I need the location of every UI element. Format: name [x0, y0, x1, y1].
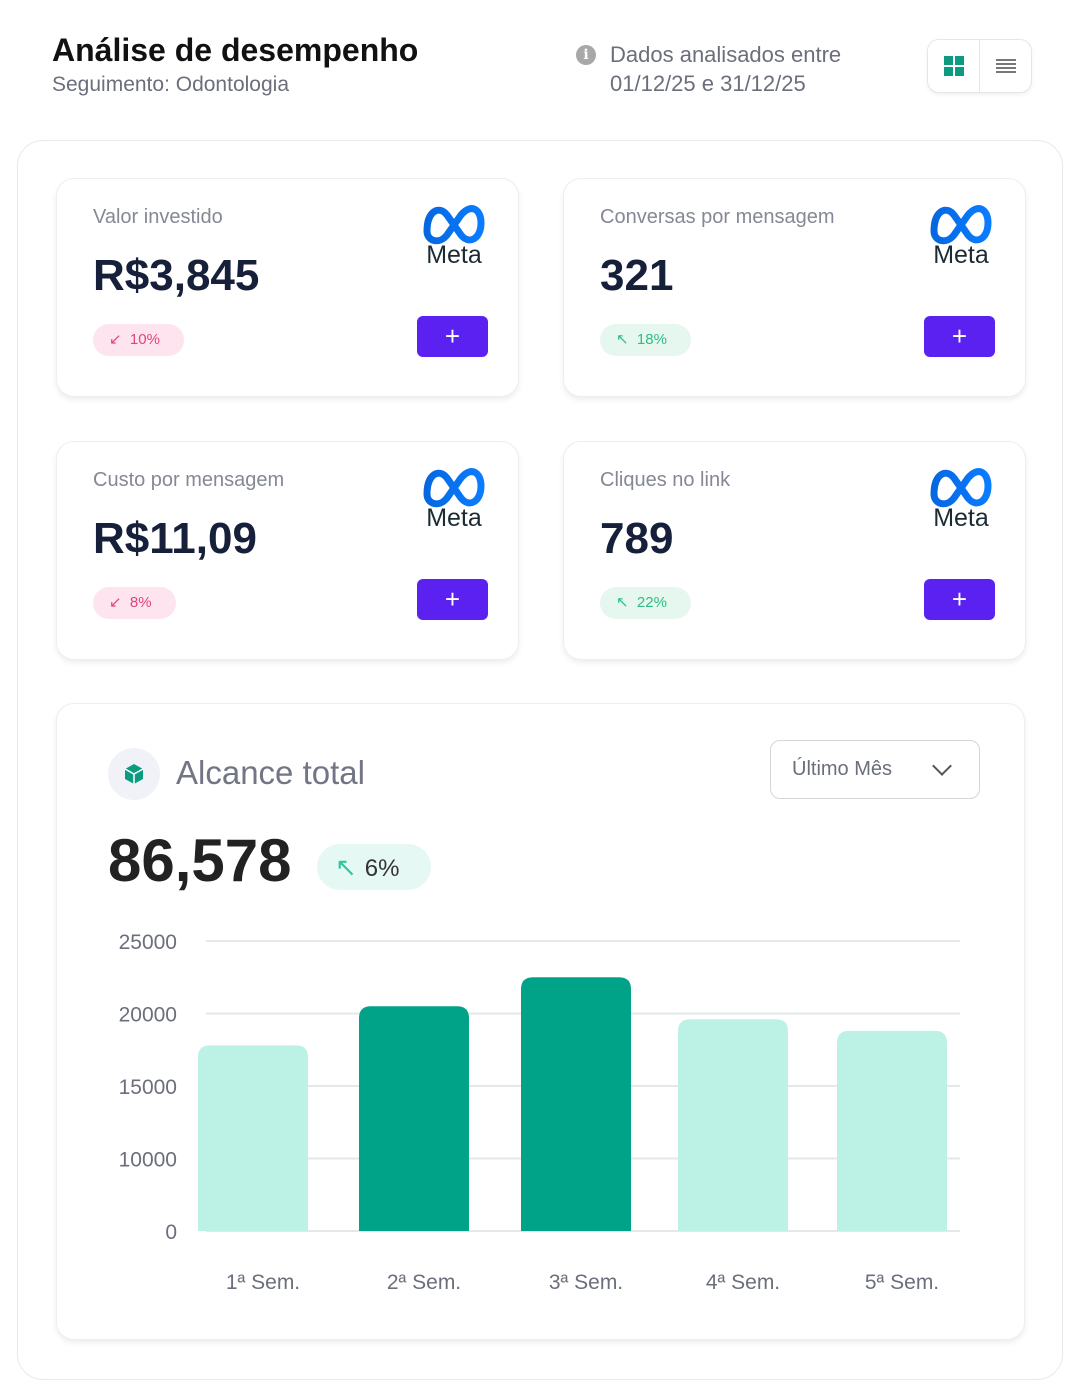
meta-logo: Meta — [420, 464, 488, 533]
y-tick-label: 15000 — [119, 1076, 177, 1099]
change-badge: ↙ 8% — [93, 587, 176, 619]
reach-change-badge: ↖ 6% — [317, 844, 431, 890]
bar[interactable] — [521, 977, 631, 1231]
meta-wordmark: Meta — [426, 504, 482, 532]
metric-value: R$3,845 — [93, 251, 260, 300]
period-select-value: Último Mês — [792, 758, 893, 780]
y-tick-label: 20000 — [119, 1004, 177, 1027]
metric-card: Cliques no link 789 ↖ 22% Meta + — [563, 441, 1026, 660]
y-tick-label: 0 — [165, 1221, 177, 1244]
change-value: 18% — [636, 331, 667, 348]
arrow-up-left-icon: ↖ — [616, 594, 629, 611]
metric-card: Custo por mensagem R$11,09 ↙ 8% Meta + — [56, 441, 519, 660]
period-select[interactable]: Último Mês — [770, 740, 980, 799]
meta-wordmark: Meta — [933, 241, 989, 269]
meta-infinity-icon — [930, 205, 992, 245]
change-badge: ↙ 10% — [93, 324, 184, 356]
page-subtitle: Seguimento: Odontologia — [52, 73, 289, 96]
reach-bar-chart: 0 10000 15000 20000 25000 1ª Sem. 2ª Sem. 3ª Se… — [119, 931, 960, 1294]
metric-label: Custo por mensagem — [93, 469, 285, 491]
meta-logo: Meta — [420, 201, 488, 270]
page-title: Análise de desempenho — [52, 32, 419, 68]
bar[interactable] — [837, 1030, 947, 1231]
grid-icon — [943, 56, 964, 76]
list-icon — [995, 57, 1016, 75]
metric-label: Conversas por mensagem — [600, 206, 835, 228]
reach-title: Alcance total — [176, 754, 365, 791]
meta-infinity-icon — [423, 468, 485, 508]
reach-chart-card: Alcance total Último Mês 86,578 ↖ 6% 0 100… — [56, 703, 1025, 1340]
add-button[interactable]: + — [417, 316, 488, 357]
y-tick-label: 25000 — [119, 931, 177, 954]
x-tick-label: 5ª Sem. — [865, 1271, 939, 1294]
reach-change: 6% — [364, 855, 400, 882]
x-tick-label: 2ª Sem. — [387, 1271, 461, 1294]
metric-value: R$11,09 — [93, 514, 257, 563]
grid-view-button[interactable] — [928, 40, 980, 92]
x-tick-label: 4ª Sem. — [706, 1271, 780, 1294]
arrow-up-left-icon: ↖ — [616, 331, 629, 348]
change-value: 8% — [129, 594, 152, 611]
y-tick-label: 10000 — [119, 1149, 177, 1172]
change-value: 22% — [636, 594, 667, 611]
bar[interactable] — [359, 1006, 469, 1231]
meta-logo: Meta — [927, 464, 995, 533]
metric-value: 789 — [600, 514, 674, 563]
view-toggle — [927, 39, 1032, 93]
x-tick-label: 3ª Sem. — [549, 1271, 623, 1294]
arrow-up-left-icon: ↖ — [335, 852, 357, 882]
arrow-down-left-icon: ↙ — [109, 594, 122, 611]
reach-total: 86,578 — [108, 827, 292, 894]
info-icon: i — [576, 45, 596, 65]
date-range: Dados analisados entre 01/12/25 e 31/12/2… — [610, 40, 841, 98]
add-button[interactable]: + — [417, 579, 488, 620]
bar[interactable] — [198, 1045, 308, 1231]
metric-label: Valor investido — [93, 206, 223, 228]
change-value: 10% — [129, 331, 160, 348]
bar[interactable] — [678, 1019, 788, 1231]
meta-infinity-icon — [423, 205, 485, 245]
arrow-down-left-icon: ↙ — [109, 331, 122, 348]
meta-logo: Meta — [927, 201, 995, 270]
meta-infinity-icon — [930, 468, 992, 508]
meta-wordmark: Meta — [933, 504, 989, 532]
change-badge: ↖ 22% — [600, 587, 691, 619]
cube-icon — [108, 748, 160, 800]
date-range-label: Dados analisados entre — [610, 42, 842, 67]
metric-card: Conversas por mensagem 321 ↖ 18% Meta + — [563, 178, 1026, 397]
meta-wordmark: Meta — [426, 241, 482, 269]
add-button[interactable]: + — [924, 316, 995, 357]
list-view-button[interactable] — [980, 40, 1031, 92]
metric-card: Valor investido R$3,845 ↙ 10% Meta + — [56, 178, 519, 397]
metric-label: Cliques no link — [600, 469, 731, 491]
metric-value: 321 — [600, 251, 674, 300]
date-range-value: 01/12/25 e 31/12/25 — [610, 71, 806, 96]
x-tick-label: 1ª Sem. — [226, 1271, 300, 1294]
change-badge: ↖ 18% — [600, 324, 691, 356]
add-button[interactable]: + — [924, 579, 995, 620]
